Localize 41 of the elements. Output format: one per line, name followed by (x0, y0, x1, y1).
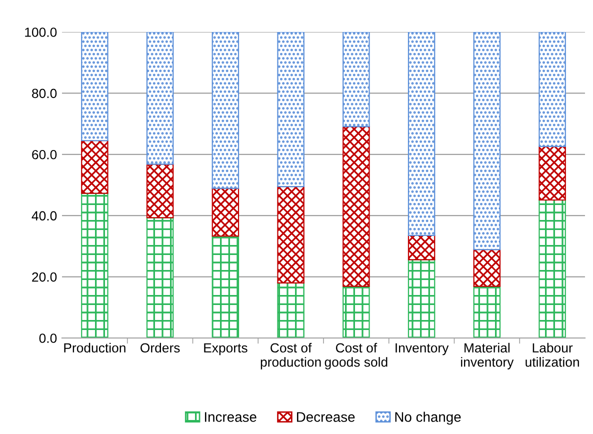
bar (408, 234, 436, 260)
bar (408, 259, 436, 338)
bar (473, 286, 501, 338)
y-tick-label: 60.0 (32, 150, 57, 160)
bar (473, 249, 501, 287)
bar (212, 32, 240, 189)
x-tick-label: Production (64, 342, 126, 353)
bar (146, 164, 174, 218)
legend-label: Increase (204, 412, 256, 422)
bar (408, 32, 436, 236)
bar (538, 199, 566, 338)
bar (277, 282, 304, 338)
y-tick-label: 40.0 (32, 211, 57, 221)
x-tick-label: Cost of goods sold (324, 342, 388, 370)
x-tick-label: Material inventory (461, 342, 514, 370)
bar (81, 32, 108, 142)
bar (342, 126, 370, 287)
y-tick-label: 80.0 (32, 88, 57, 98)
bar (538, 32, 566, 147)
bar (81, 192, 108, 338)
bar (473, 32, 501, 250)
y-tick-label: 0.0 (39, 334, 57, 343)
bar (212, 236, 240, 338)
x-tick-label: Inventory (396, 343, 449, 356)
bar (342, 286, 370, 338)
y-tick-label: 20.0 (32, 272, 57, 282)
bar (81, 140, 108, 194)
bar (146, 217, 174, 338)
legend-label: No change (395, 412, 461, 425)
bar (277, 32, 304, 188)
x-tick-label: Labour utilization (526, 342, 579, 367)
bar (146, 32, 174, 165)
bar (342, 32, 370, 128)
y-tick-label: 100.0 (25, 28, 57, 37)
x-tick-label: Orders (140, 342, 180, 353)
legend-label: Decrease (296, 412, 355, 422)
x-tick-label: Cost of production (260, 342, 321, 370)
x-tick-label: Exports (204, 343, 248, 356)
bar (212, 188, 240, 237)
bar (538, 146, 566, 201)
bar (277, 186, 304, 284)
